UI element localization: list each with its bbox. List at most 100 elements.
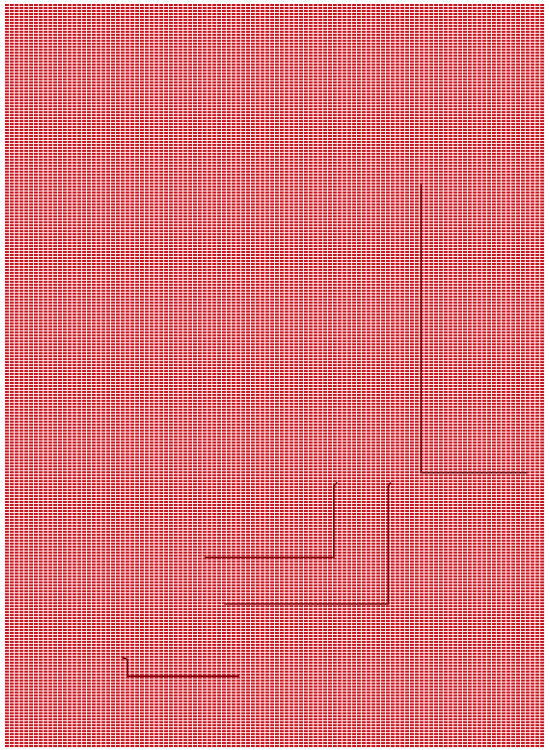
grid-cell[interactable] (38, 87, 43, 90)
grid-cell[interactable] (149, 4, 154, 7)
grid-cell[interactable] (448, 96, 453, 99)
grid-cell[interactable] (308, 63, 313, 66)
grid-cell[interactable] (443, 78, 448, 81)
grid-cell[interactable] (164, 117, 169, 120)
grid-cell[interactable] (111, 128, 115, 132)
grid-cell[interactable] (53, 114, 58, 117)
grid-cell[interactable] (419, 75, 424, 78)
grid-cell[interactable] (352, 93, 357, 96)
grid-cell[interactable] (540, 27, 545, 30)
grid-cell[interactable] (115, 114, 120, 117)
grid-cell[interactable] (501, 105, 506, 108)
grid-cell[interactable] (472, 48, 477, 51)
grid-cell[interactable] (419, 24, 424, 27)
grid-cell[interactable] (19, 39, 24, 42)
grid-cell[interactable] (173, 57, 178, 60)
grid-cell[interactable] (279, 57, 284, 60)
grid-cell[interactable] (289, 87, 294, 90)
grid-cell[interactable] (255, 36, 260, 39)
grid-cell[interactable] (58, 102, 62, 105)
grid-cell[interactable] (414, 111, 419, 114)
grid-cell[interactable] (24, 78, 29, 81)
grid-cell[interactable] (53, 6, 58, 10)
grid-cell[interactable] (313, 105, 318, 108)
grid-cell[interactable] (361, 21, 366, 24)
grid-cell[interactable] (453, 93, 458, 96)
grid-cell[interactable] (135, 126, 140, 129)
grid-cell[interactable] (120, 9, 125, 13)
grid-cell[interactable] (313, 108, 318, 111)
grid-cell[interactable] (188, 99, 193, 102)
grid-cell[interactable] (516, 42, 520, 45)
grid-cell[interactable] (168, 134, 173, 138)
grid-cell[interactable] (5, 102, 9, 105)
grid-cell[interactable] (356, 33, 361, 36)
grid-cell[interactable] (188, 87, 193, 90)
grid-cell[interactable] (506, 131, 511, 135)
grid-cell[interactable] (361, 12, 366, 16)
grid-cell[interactable] (270, 81, 275, 84)
grid-cell[interactable] (130, 63, 135, 66)
grid-cell[interactable] (458, 111, 463, 114)
grid-cell[interactable] (188, 18, 193, 21)
grid-cell[interactable] (453, 24, 458, 27)
grid-cell[interactable] (231, 18, 236, 21)
grid-cell[interactable] (58, 57, 62, 60)
grid-cell[interactable] (43, 33, 48, 36)
grid-cell[interactable] (246, 24, 250, 27)
grid-cell[interactable] (217, 102, 222, 105)
grid-cell[interactable] (438, 128, 443, 132)
grid-cell[interactable] (323, 131, 328, 135)
grid-cell[interactable] (111, 117, 115, 120)
grid-cell[interactable] (130, 120, 135, 123)
grid-cell[interactable] (154, 57, 159, 60)
grid-cell[interactable] (207, 39, 212, 42)
grid-cell[interactable] (265, 36, 270, 39)
grid-cell[interactable] (19, 12, 24, 16)
grid-cell[interactable] (226, 81, 231, 84)
grid-cell[interactable] (289, 102, 294, 105)
grid-cell[interactable] (241, 27, 246, 30)
grid-cell[interactable] (241, 48, 246, 51)
grid-cell[interactable] (487, 84, 492, 87)
grid-cell[interactable] (135, 87, 140, 90)
grid-cell[interactable] (183, 39, 188, 42)
grid-cell[interactable] (207, 87, 212, 90)
grid-cell[interactable] (5, 66, 9, 69)
grid-cell[interactable] (303, 57, 308, 60)
grid-cell[interactable] (140, 24, 144, 27)
grid-cell[interactable] (328, 48, 332, 51)
grid-cell[interactable] (255, 6, 260, 10)
grid-cell[interactable] (414, 99, 419, 102)
grid-cell[interactable] (188, 51, 193, 54)
grid-cell[interactable] (419, 93, 424, 96)
grid-cell[interactable] (303, 75, 308, 78)
grid-cell[interactable] (48, 36, 53, 39)
grid-cell[interactable] (58, 90, 62, 93)
grid-cell[interactable] (477, 108, 482, 111)
grid-cell[interactable] (43, 48, 48, 51)
grid-cell[interactable] (101, 33, 106, 36)
grid-cell[interactable] (453, 15, 458, 18)
grid-cell[interactable] (356, 48, 361, 51)
grid-cell[interactable] (212, 128, 217, 132)
grid-cell[interactable] (19, 134, 24, 138)
grid-cell[interactable] (385, 15, 390, 18)
grid-cell[interactable] (308, 4, 313, 7)
grid-cell[interactable] (337, 60, 342, 63)
grid-cell[interactable] (318, 78, 323, 81)
grid-cell[interactable] (294, 60, 299, 63)
grid-cell[interactable] (207, 66, 212, 69)
grid-cell[interactable] (135, 18, 140, 21)
grid-cell[interactable] (540, 87, 545, 90)
grid-cell[interactable] (24, 51, 29, 54)
grid-cell[interactable] (231, 131, 236, 135)
grid-cell[interactable] (241, 30, 246, 33)
grid-cell[interactable] (168, 81, 173, 84)
grid-cell[interactable] (72, 21, 77, 24)
grid-cell[interactable] (260, 27, 265, 30)
grid-cell[interactable] (419, 114, 424, 117)
grid-cell[interactable] (477, 63, 482, 66)
grid-cell[interactable] (366, 51, 371, 54)
grid-cell[interactable] (149, 63, 154, 66)
